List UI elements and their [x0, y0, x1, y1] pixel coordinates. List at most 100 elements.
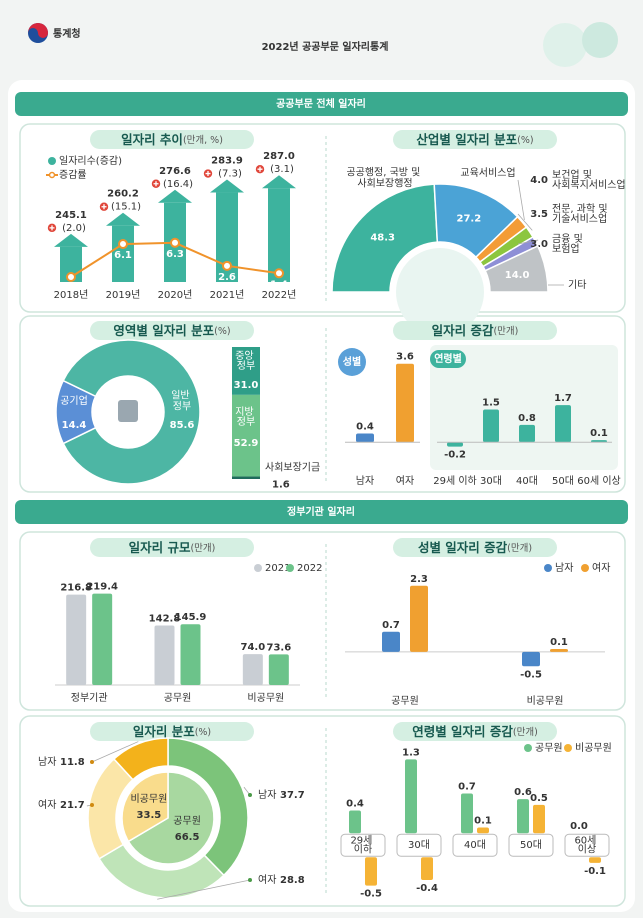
value-label: 3.0 — [530, 239, 548, 250]
chart-title: 일자리 증감 — [432, 323, 494, 338]
category-label: 여자 — [258, 874, 276, 886]
x-tick-label: 2018년 — [54, 289, 89, 301]
x-tick-label: 공무원 — [164, 692, 192, 704]
value-label: 1.6 — [272, 480, 290, 491]
text-line: 중앙 — [235, 350, 257, 362]
value-label: 48.3 — [370, 233, 395, 244]
legend-swatch — [581, 564, 589, 572]
text-line: 50대 — [520, 839, 542, 851]
leader-line — [517, 239, 539, 245]
legend-swatch — [564, 744, 572, 752]
bar — [589, 857, 601, 863]
text-line: 공기업 — [60, 394, 88, 407]
x-tick-label: 29세 이하 — [350, 835, 375, 856]
donut-segment — [484, 245, 549, 293]
group-label: 성별 — [343, 355, 361, 368]
rate-marker — [66, 272, 76, 283]
arrow-head — [106, 212, 140, 226]
x-tick-label: 40대 — [516, 475, 538, 487]
text-line: 사회복지서비스업 — [552, 178, 626, 191]
arrow-head — [54, 233, 88, 247]
value-label: 14.0 — [505, 270, 530, 281]
donut-segment — [167, 737, 249, 877]
x-tick-label: 40대 — [464, 839, 486, 851]
bar — [92, 593, 113, 685]
text-line: 정부 — [237, 360, 255, 372]
bar — [216, 192, 238, 282]
category-box — [508, 833, 554, 857]
donut-segment — [331, 183, 439, 293]
value-label: 0.8 — [518, 413, 536, 424]
value-label: 0.7 — [458, 781, 476, 792]
increase-icon — [101, 204, 107, 210]
value-label: 37.7 — [280, 790, 305, 801]
x-tick-label: 60세 이상 — [574, 835, 599, 856]
arrow-head — [262, 175, 296, 189]
text-line: 이하 — [354, 843, 372, 856]
value-label: -0.2 — [444, 450, 466, 461]
chart-title: 일자리 추이 — [121, 132, 183, 147]
x-tick-label: 60세 이상 — [577, 475, 621, 487]
category-box — [340, 833, 386, 857]
chart-unit: (만개) — [507, 543, 532, 554]
category-label: 금융 및 보험업 — [552, 233, 586, 255]
value-label: 0.6 — [514, 787, 532, 798]
legend-label: 일자리수(증감) — [59, 155, 122, 167]
category-label: 남자 — [38, 756, 56, 768]
leader-dot — [90, 760, 94, 764]
bar — [483, 409, 499, 443]
chart-title: 산업별 일자리 분포 — [416, 132, 517, 147]
section-bar — [15, 500, 628, 524]
rate-label: 0.8 — [62, 283, 80, 294]
value-label: 0.0 — [570, 821, 588, 832]
value-label: 85.6 — [170, 420, 195, 431]
arrow-head — [210, 179, 244, 193]
title-pill — [90, 722, 254, 741]
agency: 통계청 — [53, 27, 81, 40]
category-box — [396, 833, 442, 857]
chart-title: 성별 일자리 증감 — [418, 540, 508, 555]
bar — [517, 799, 529, 834]
category-label: 교육서비스업 — [460, 166, 515, 179]
leader-line — [157, 879, 251, 900]
bar — [550, 649, 568, 652]
chart-title: 일자리 분포 — [133, 724, 195, 739]
rate-label: 6.1 — [114, 250, 132, 261]
value-label: 33.5 — [137, 810, 162, 821]
title-pill — [90, 538, 254, 557]
x-tick-label: 여자 — [396, 475, 414, 487]
donut-segment — [121, 771, 169, 843]
chart-heading: 일자리 추이(만개, %) — [121, 132, 223, 147]
value-label: 14.4 — [62, 420, 87, 431]
category-box — [452, 833, 498, 857]
value-label: -0.4 — [416, 883, 438, 894]
title-pill — [393, 321, 557, 340]
text-line: 이상 — [578, 844, 596, 856]
illustration — [582, 22, 618, 58]
value-label: 0.4 — [356, 422, 374, 433]
value-label: 21.7 — [60, 800, 85, 811]
x-tick-label: 공무원 — [391, 695, 419, 707]
rate-marker — [274, 268, 284, 279]
value-label: 11.8 — [60, 757, 85, 768]
value-label: 28.8 — [280, 875, 305, 886]
x-tick-label: 30대 — [480, 475, 502, 487]
text-line: 40대 — [464, 839, 486, 851]
bar — [356, 433, 374, 443]
text-line: 보건업 및 — [552, 168, 595, 181]
legend-label: 여자 — [592, 562, 610, 574]
value-label: 3.6 — [396, 352, 414, 363]
value-label: 66.5 — [175, 832, 200, 843]
bar — [533, 804, 545, 834]
text-line: 보험업 — [552, 242, 580, 255]
category-label: 전문, 과학 및 기술서비스업 — [552, 203, 611, 225]
value-label: 142.8 — [149, 614, 181, 625]
value-label: 1.3 — [402, 747, 420, 758]
bar — [180, 624, 201, 685]
x-tick-label: 30대 — [408, 839, 430, 851]
leader-line — [517, 213, 533, 231]
text-line: 사회보장행정 — [357, 178, 412, 190]
x-tick-label: 비공무원 — [247, 692, 284, 704]
chart-heading: 일자리 증감(만개) — [432, 323, 519, 338]
section-title: 공공부문 전체 일자리 — [276, 97, 366, 110]
